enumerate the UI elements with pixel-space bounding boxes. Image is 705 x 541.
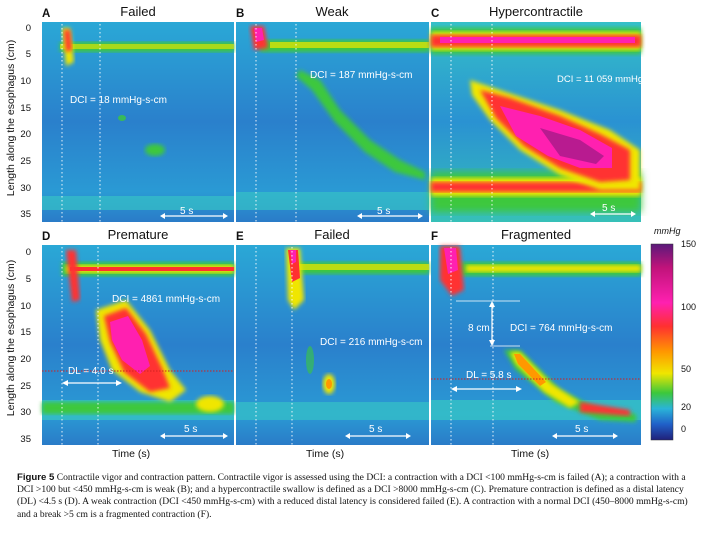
annotation-arrows (62, 300, 522, 392)
x-axis-label-e: Time (s) (306, 448, 345, 460)
colorbar-tick: 100 (681, 302, 697, 312)
y-tick: 30 (20, 407, 31, 418)
colorbar (650, 243, 674, 441)
colorbar-unit: mmHg (654, 226, 681, 236)
scale-label-c: 5 s (602, 203, 615, 214)
panel-title-c: Hypercontractile (489, 4, 583, 19)
panel-title-e: Failed (314, 227, 350, 242)
guide-lines (61, 24, 494, 445)
panel-title-a: Failed (120, 4, 156, 19)
scale-label-f: 5 s (575, 424, 588, 435)
scale-bars (160, 211, 636, 439)
figure-caption-text: Contractile vigor and contraction patter… (17, 472, 688, 520)
scale-label-d: 5 s (184, 424, 197, 435)
y-tick: 30 (20, 183, 31, 194)
panel-title-b: Weak (315, 4, 349, 19)
x-axis-label-f: Time (s) (511, 448, 550, 460)
y-tick: 35 (20, 434, 31, 445)
x-axis-label-d: Time (s) (112, 448, 151, 460)
panel-letter-f: F (431, 231, 439, 243)
panel-title-f: Fragmented (500, 227, 572, 242)
dci-label-f: DCI = 764 mmHg-s-cm (510, 323, 613, 334)
figure-caption: Figure 5 Contractile vigor and contracti… (17, 472, 689, 521)
colorbar-tick: 0 (681, 424, 687, 434)
dci-label-d: DCI = 4861 mmHg-s-cm (112, 294, 220, 305)
panel-letter-c: C (431, 8, 440, 20)
reference-lines (42, 370, 641, 380)
colorbar-tick: 20 (681, 402, 692, 412)
colorbar-tick: 150 (681, 239, 697, 249)
panel-c-heatmap (431, 22, 641, 222)
panel-e-heatmap (236, 245, 429, 445)
y-tick: 10 (20, 76, 31, 87)
y-tick: 15 (20, 327, 31, 338)
panel-b-heatmap (236, 22, 429, 222)
dci-label-e: DCI = 216 mmHg-s-cm (320, 337, 423, 348)
panel-a-heatmap (42, 22, 234, 222)
y-tick: 20 (20, 129, 31, 140)
panel-letter-a: A (42, 8, 51, 20)
dl-label-d: DL = 4.0 s (68, 366, 114, 377)
panel-letter-d: D (42, 231, 51, 243)
dci-label-c: DCI = 11 059 mmHg-s-cm (557, 74, 667, 85)
panel-letter-b: B (236, 8, 245, 20)
y-tick: 10 (20, 301, 31, 312)
y-tick: 25 (20, 381, 31, 392)
y-tick: 0 (25, 247, 31, 258)
dl-label-f: DL = 5.8 s (466, 370, 512, 381)
break-label-f: 8 cm (468, 323, 490, 334)
panel-d-heatmap (42, 245, 234, 445)
scale-label-b: 5 s (377, 206, 390, 217)
y-tick: 20 (20, 354, 31, 365)
colorbar-tick: 50 (681, 364, 692, 374)
dci-label-a: DCI = 18 mmHg-s-cm (70, 95, 167, 106)
scale-label-e: 5 s (369, 424, 382, 435)
y-tick: 0 (25, 23, 31, 34)
y-tick: 25 (20, 156, 31, 167)
scale-label-a: 5 s (180, 206, 193, 217)
panel-letter-e: E (236, 231, 244, 243)
y-tick: 35 (20, 209, 31, 220)
y-tick: 5 (25, 49, 31, 60)
panel-annotations: DCI = 18 mmHg-s-cm DCI = 187 mmHg-s-cm D… (68, 70, 667, 435)
figure-label: Figure 5 (17, 472, 55, 483)
y-tick: 15 (20, 103, 31, 114)
panel-f-heatmap (431, 245, 641, 445)
dci-label-b: DCI = 187 mmHg-s-cm (310, 70, 413, 81)
panel-title-d: Premature (107, 227, 169, 242)
y-tick: 5 (25, 274, 31, 285)
